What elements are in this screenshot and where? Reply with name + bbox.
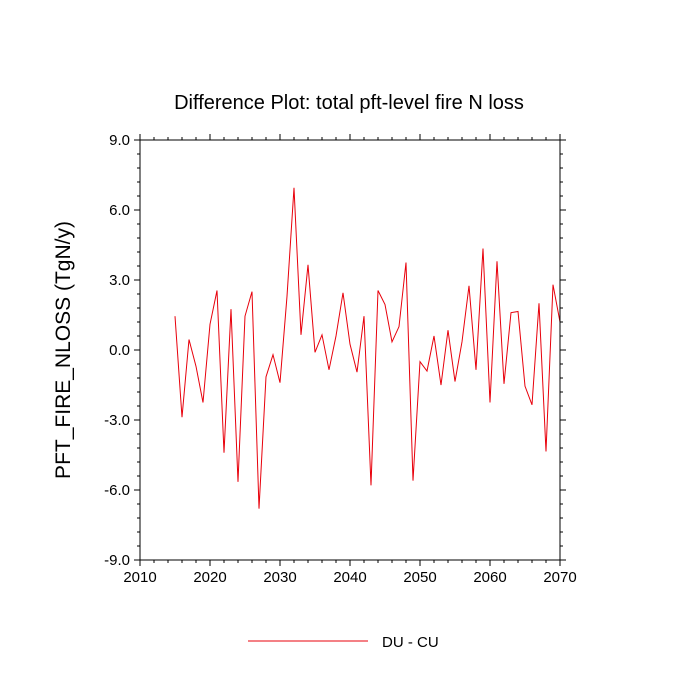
y-tick-labels: -9.0 -6.0 -3.0 0.0 3.0 6.0 9.0: [104, 132, 130, 569]
y-tick-label: 0.0: [109, 342, 130, 359]
major-ticks: [134, 134, 566, 566]
x-tick-labels: 2010 2020 2030 2040 2050 2060 2070: [123, 569, 576, 586]
y-tick-label: 3.0: [109, 272, 130, 289]
x-tick-label: 2010: [123, 569, 156, 586]
series-group: [174, 187, 561, 509]
x-tick-label: 2050: [403, 569, 436, 586]
y-tick-label: 6.0: [109, 202, 130, 219]
legend-label: DU - CU: [382, 634, 439, 651]
x-tick-label: 2040: [333, 569, 366, 586]
x-tick-label: 2030: [263, 569, 296, 586]
y-tick-label: 9.0: [109, 132, 130, 149]
plot-frame: [139, 139, 561, 561]
x-tick-label: 2060: [473, 569, 506, 586]
chart-title: Difference Plot: total pft-level fire N …: [174, 92, 524, 114]
x-tick-label: 2020: [193, 569, 226, 586]
minor-ticks: [137, 137, 563, 563]
series-line-du-cu: [174, 187, 561, 509]
y-axis-label: PFT_FIRE_NLOSS (TgN/y): [52, 221, 75, 479]
y-tick-label: -6.0: [104, 482, 130, 499]
y-tick-label: -3.0: [104, 412, 130, 429]
y-tick-label: -9.0: [104, 552, 130, 569]
x-tick-label: 2070: [543, 569, 576, 586]
legend: DU - CU: [248, 634, 439, 651]
